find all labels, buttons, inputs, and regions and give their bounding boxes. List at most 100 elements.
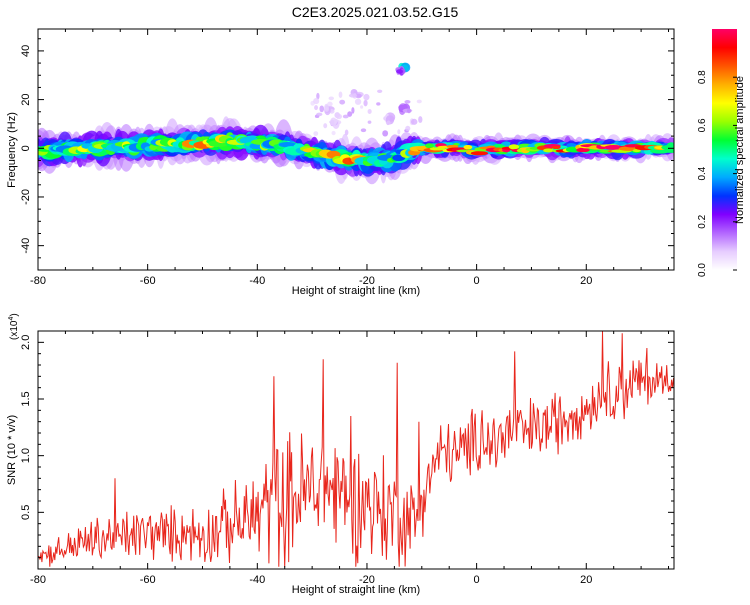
spectrogram-blob xyxy=(367,108,372,114)
snr-x-label: Height of straight line (km) xyxy=(292,584,420,596)
spectrogram-cell xyxy=(551,145,561,150)
spectrogram-blob xyxy=(354,98,362,105)
spectrogram-x-tick-label: -20 xyxy=(359,275,375,287)
snr-y-tick-label: 2.0 xyxy=(20,335,32,350)
spectrogram-cell xyxy=(604,145,623,150)
spectrogram-cell xyxy=(632,149,641,153)
spectrogram-panel: -80 -60 -40 -20 0 20 -40 -20 0 20 40 Height of st… xyxy=(6,28,675,297)
snr-y-multiplier-exponent: 4 xyxy=(8,317,15,321)
spectrogram-y-tick-label: -40 xyxy=(20,238,32,254)
colorbar-tick-label: 0.6 xyxy=(697,118,708,132)
snr-y-tick-label: 1.5 xyxy=(20,391,32,406)
spectrogram-x-ticks: -80 -60 -40 -20 0 20 xyxy=(30,29,670,287)
spectrogram-x-tick-label: -60 xyxy=(140,275,156,287)
spectrogram-blob xyxy=(313,131,319,136)
colorbar: 0.0 0.2 0.4 0.6 0.8 Normalized spectral ampl… xyxy=(697,29,746,277)
snr-series-line xyxy=(38,331,674,567)
spectrogram-blob xyxy=(314,105,318,111)
colorbar-label: Normalized spectral amplitude xyxy=(734,76,746,224)
spectrogram-frame xyxy=(37,28,675,271)
snr-x-tick-label: 20 xyxy=(580,574,592,586)
spectrogram-cell xyxy=(470,151,489,156)
spectrogram-y-tick-label: 0 xyxy=(20,145,32,151)
spectrogram-blob xyxy=(406,108,411,114)
spectrogram-blob xyxy=(342,114,349,119)
spectrogram-blob xyxy=(386,120,391,125)
spectrogram-blob xyxy=(348,93,358,98)
spectrogram-blob xyxy=(328,96,334,101)
spectrogram-cell xyxy=(576,147,590,153)
spectrogram-blob xyxy=(360,105,364,109)
snr-x-tick-label: -40 xyxy=(249,574,265,586)
spectrogram-blob xyxy=(330,117,337,127)
spectrogram-x-tick-label: 0 xyxy=(474,275,480,287)
spectrogram-blob xyxy=(398,105,408,110)
spectrogram-blob xyxy=(416,99,422,104)
snr-x-tick-label: -60 xyxy=(140,574,156,586)
spectrogram-blob xyxy=(323,123,328,129)
spectrogram-cell xyxy=(664,148,674,153)
spectrogram-blob xyxy=(316,92,320,100)
svg-text:(x104): (x104) xyxy=(8,313,20,340)
snr-y-tick-label: 0.5 xyxy=(20,505,32,520)
spectrogram-blob xyxy=(313,98,320,105)
spectrogram-blob xyxy=(360,128,367,133)
spectrogram-blob xyxy=(363,93,370,101)
snr-x-ticks: -80 -60 -40 -20 0 20 xyxy=(30,331,670,586)
spectrogram-blob xyxy=(331,130,336,136)
spectrogram-blob xyxy=(404,100,411,104)
colorbar-tick-label: 0.0 xyxy=(697,263,708,277)
snr-y-multiplier: (x104) xyxy=(8,313,20,340)
snr-y-tick-label: 1.0 xyxy=(20,448,32,463)
snr-frame xyxy=(37,330,675,570)
snr-panel: -80 -60 -40 -20 0 20 0.5 1.0 1.5 2.0 Height of s… xyxy=(6,313,675,596)
spectrogram-cell xyxy=(278,142,297,148)
spectrogram-cell xyxy=(425,143,434,149)
spectrogram-blob xyxy=(339,99,346,105)
spectrogram-blob xyxy=(335,113,343,120)
spectrogram-cell xyxy=(508,144,520,150)
spectrogram-cell xyxy=(446,144,459,149)
spectrogram-blob xyxy=(338,91,343,98)
spectrogram-blob xyxy=(316,112,323,117)
spectrogram-cell xyxy=(463,145,473,150)
spectrogram-blob xyxy=(405,125,411,132)
spectrogram-y-tick-label: 20 xyxy=(20,93,32,105)
spectrogram-x-tick-label: 20 xyxy=(580,275,592,287)
spectrogram-blob xyxy=(397,129,401,135)
spectrogram-y-tick-label: -20 xyxy=(20,189,32,205)
spectrogram-blob xyxy=(376,102,381,106)
spectrogram-blob xyxy=(377,89,383,93)
colorbar-scale xyxy=(712,29,737,270)
spectrogram-x-tick-label: -80 xyxy=(30,275,46,287)
spectrogram-x-label: Height of straight line (km) xyxy=(292,285,420,297)
colorbar-tick-label: 0.4 xyxy=(697,166,708,180)
spectrogram-y-ticks: -40 -20 0 20 40 xyxy=(20,38,674,259)
spectrogram-blob xyxy=(319,105,325,113)
colorbar-tick-label: 0.8 xyxy=(697,70,708,84)
figure-title: C2E3.2025.021.03.52.G15 xyxy=(292,4,459,20)
spectrogram-blob xyxy=(396,69,404,74)
spectrogram-blob xyxy=(363,99,368,107)
spectrogram-blob xyxy=(327,101,333,107)
spectrogram-blob xyxy=(351,107,355,114)
spectrogram-blob xyxy=(344,129,349,136)
colorbar-ticks: 0.0 0.2 0.4 0.6 0.8 xyxy=(697,70,737,277)
snr-y-multiplier-base: (x10 xyxy=(9,320,20,340)
spectrogram-blob xyxy=(382,130,389,137)
spectrogram-blob xyxy=(347,111,353,117)
spectrogram-cell xyxy=(543,148,554,153)
spectrogram-blob xyxy=(367,120,372,124)
snr-x-tick-label: -80 xyxy=(30,574,46,586)
snr-y-ticks: 0.5 1.0 1.5 2.0 xyxy=(20,335,674,559)
snr-x-tick-label: 0 xyxy=(474,574,480,586)
snr-y-label: SNR (10 * v/v) xyxy=(6,415,18,485)
spectrogram-blob xyxy=(355,93,362,99)
spectrogram-blob xyxy=(418,116,423,123)
spectrogram-x-tick-label: -40 xyxy=(249,275,265,287)
spectrogram-y-tick-label: 40 xyxy=(20,45,32,57)
spectrogram-y-label: Frequency (Hz) xyxy=(6,112,18,188)
snr-x-tick-label: -20 xyxy=(359,574,375,586)
